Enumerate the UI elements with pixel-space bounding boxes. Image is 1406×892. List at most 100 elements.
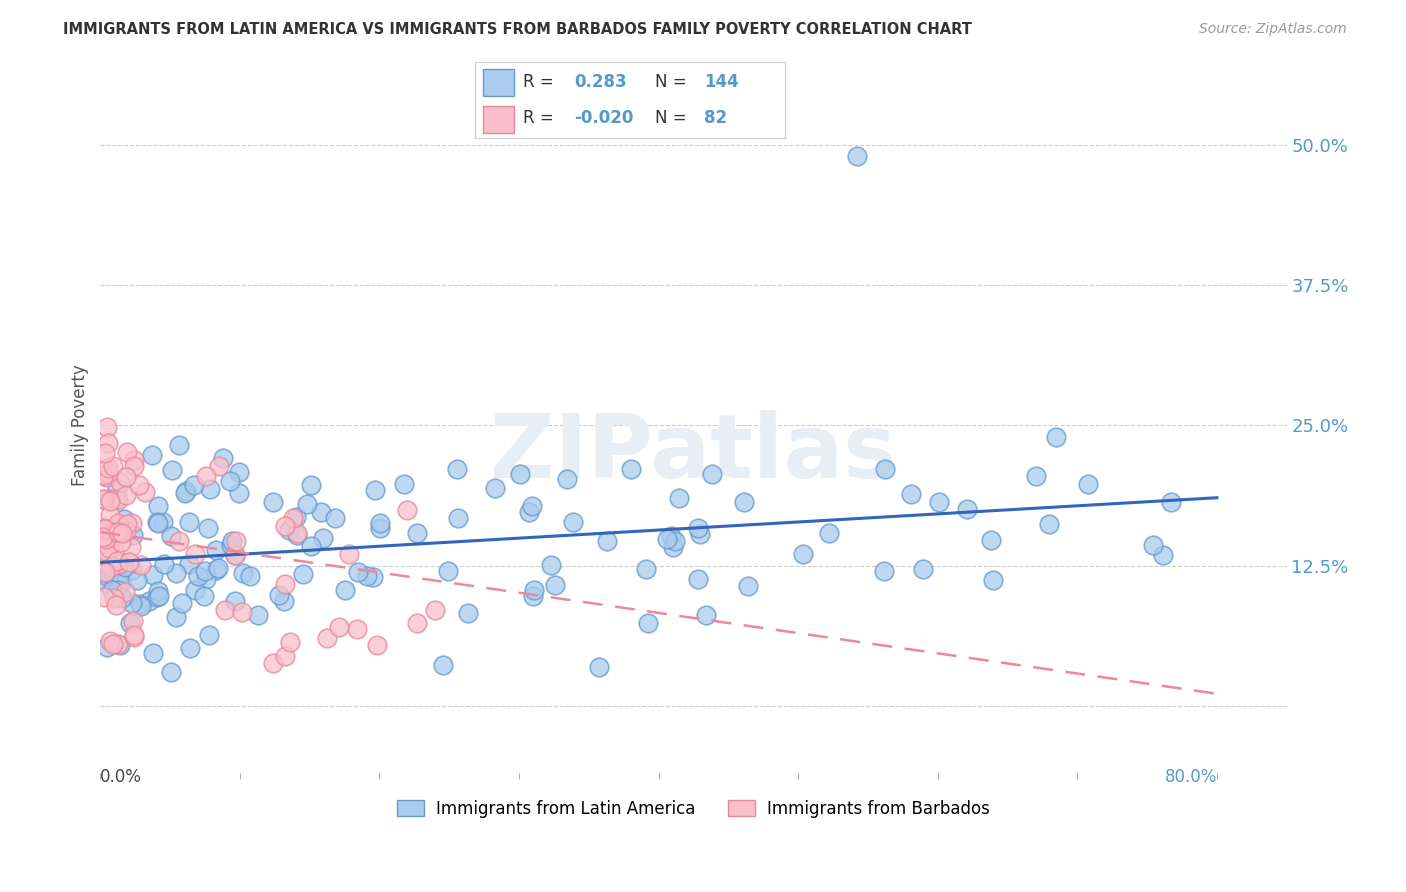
Point (107, 637, 129, 651)
Point (93, 467, 115, 482)
Point (98, 508, 121, 523)
Point (114, 559, 136, 574)
Point (447, 511, 470, 525)
Point (96, 568, 118, 582)
Point (122, 614, 145, 628)
Point (107, 516, 129, 530)
Point (311, 532, 333, 546)
Point (437, 564, 460, 578)
Point (224, 548, 246, 562)
Point (361, 570, 384, 584)
Point (125, 574, 148, 588)
Point (509, 467, 531, 482)
Point (346, 566, 368, 580)
Point (846, 149, 869, 163)
Point (98, 494, 121, 508)
Point (114, 584, 136, 599)
Point (97, 466, 120, 480)
Point (93, 530, 115, 544)
Point (97, 491, 120, 506)
Text: -0.020: -0.020 (574, 109, 634, 127)
Point (368, 521, 391, 535)
Point (221, 538, 243, 552)
Point (207, 561, 229, 575)
Point (96, 545, 118, 559)
Point (544, 577, 567, 591)
Point (96, 576, 118, 591)
Point (110, 534, 132, 549)
Point (111, 526, 134, 541)
Point (167, 534, 190, 549)
Point (129, 597, 152, 611)
Point (484, 481, 506, 495)
Point (93, 468, 115, 483)
Point (517, 505, 540, 519)
Point (148, 499, 170, 513)
Point (661, 540, 683, 554)
Point (101, 530, 124, 544)
Point (94, 446, 117, 460)
Point (122, 528, 145, 542)
Point (183, 477, 205, 491)
Point (170, 596, 193, 610)
Point (187, 568, 209, 582)
Point (655, 533, 678, 547)
Point (146, 584, 169, 599)
Point (737, 579, 759, 593)
Point (285, 526, 308, 541)
Point (595, 533, 617, 548)
Point (120, 615, 142, 630)
Point (285, 528, 308, 542)
Point (700, 467, 723, 482)
Point (278, 635, 301, 649)
Point (94, 529, 117, 543)
Point (686, 521, 709, 535)
Point (173, 486, 195, 500)
Point (956, 501, 979, 516)
Point (194, 564, 217, 578)
Point (112, 511, 135, 525)
Point (197, 521, 219, 535)
Point (278, 523, 301, 537)
Point (96, 640, 118, 654)
Point (406, 526, 429, 541)
Point (103, 589, 125, 603)
Point (900, 487, 922, 501)
Point (661, 529, 683, 543)
Point (364, 483, 387, 497)
Point (98, 633, 121, 648)
Point (100, 559, 122, 574)
Point (122, 452, 145, 467)
Point (274, 577, 297, 591)
Point (457, 606, 479, 620)
Point (232, 566, 254, 580)
Point (104, 492, 127, 507)
Point (274, 648, 297, 663)
Point (94, 522, 117, 536)
Point (239, 569, 262, 583)
Point (160, 462, 183, 476)
Point (94, 469, 117, 483)
Point (195, 572, 218, 586)
Point (198, 483, 221, 497)
Point (179, 641, 201, 656)
Point (111, 591, 134, 605)
Point (152, 516, 174, 530)
Point (733, 494, 755, 508)
Point (219, 475, 242, 489)
Text: R =: R = (523, 109, 554, 127)
Point (520, 499, 543, 513)
Text: 80.0%: 80.0% (1164, 768, 1216, 786)
Point (105, 482, 128, 496)
Point (1152, 548, 1174, 562)
Point (93, 521, 115, 535)
Point (983, 573, 1005, 587)
Y-axis label: Family Poverty: Family Poverty (72, 365, 89, 486)
Point (128, 477, 150, 491)
Point (165, 610, 187, 624)
Point (523, 583, 546, 598)
Point (142, 567, 165, 582)
Point (299, 539, 322, 553)
Point (118, 556, 141, 570)
Point (689, 527, 711, 541)
